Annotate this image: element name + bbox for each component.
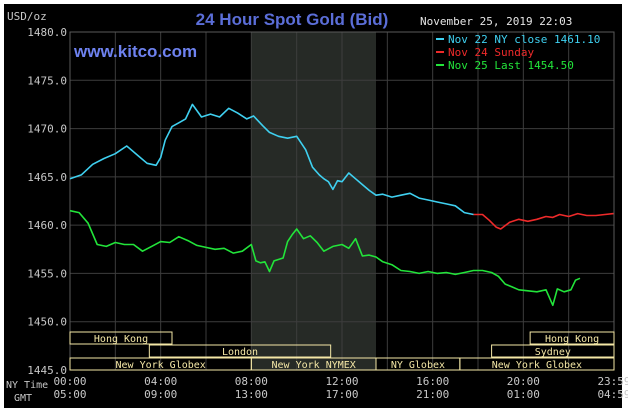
y-tick-label: 1460.0 [27,219,67,232]
x-tick-label-gmt: 04:59 [597,388,628,401]
ny-time-row-label: NY Time [6,380,48,391]
y-tick-label: 1455.0 [27,267,67,280]
y-tick-label: 1475.0 [27,74,67,87]
x-tick-label-ny: 23:59 [597,375,628,388]
session-label: New York Globex [492,360,582,371]
grid-lines [69,31,615,371]
legend-entry: Nov 22 NY close 1461.10 [448,33,600,46]
session-box [148,344,332,358]
legend-entry: Nov 25 Last 1454.50 [448,59,574,72]
x-tick-label-gmt: 01:00 [507,388,540,401]
session-box [459,357,615,371]
gmt-row-label: GMT [14,393,32,404]
nymex-highlight-band [251,32,376,370]
x-tick-label-gmt: 17:00 [325,388,358,401]
chart-title: 24 Hour Spot Gold (Bid) [196,10,389,29]
y-tick-label: 1450.0 [27,316,67,329]
x-tick-label-gmt: 09:00 [144,388,177,401]
session-box [491,344,615,358]
y-tick-label: 1465.0 [27,171,67,184]
x-tick-label-ny: 12:00 [325,375,358,388]
x-tick-label-gmt: 21:00 [416,388,449,401]
x-tick-label-ny: 08:00 [235,375,268,388]
timestamp: November 25, 2019 22:03 [420,15,572,28]
session-label: Hong Kong [94,334,148,345]
session-box [529,331,615,345]
series-line-3 [69,209,581,307]
x-tick-label-gmt: 13:00 [235,388,268,401]
trading-sessions: Hong Kong Hong Kong London Sydney New York G… [69,331,615,371]
y-axis-label: USD/oz [7,10,47,23]
website-label: www.kitco.com [73,42,197,61]
legend-entry: Nov 24 Sunday [448,46,534,59]
session-label: NY Globex [391,360,445,371]
x-tick-label-ny: 16:00 [416,375,449,388]
session-label: London [222,347,258,358]
session-label: New York NYMEX [272,360,356,371]
y-tick-labels: 1445.0 1450.0 1455.0 1460.0 1465.0 1470.0 1475… [27,26,67,377]
x-tick-label-ny: 04:00 [144,375,177,388]
series-line-1 [69,103,474,216]
x-tick-label-ny: 00:00 [53,375,86,388]
x-tick-label-ny: 20:00 [507,375,540,388]
y-tick-label: 1470.0 [27,123,67,136]
session-label: New York Globex [116,360,206,371]
y-tick-label: 1480.0 [27,26,67,39]
session-box [69,331,173,345]
x-tick-label-gmt: 05:00 [53,388,86,401]
series-layer [69,103,614,307]
session-label: Hong Kong [545,334,599,345]
session-label: Sydney [535,347,571,358]
y-tick-label: 1445.0 [27,364,67,377]
series-line-2 [473,212,614,230]
